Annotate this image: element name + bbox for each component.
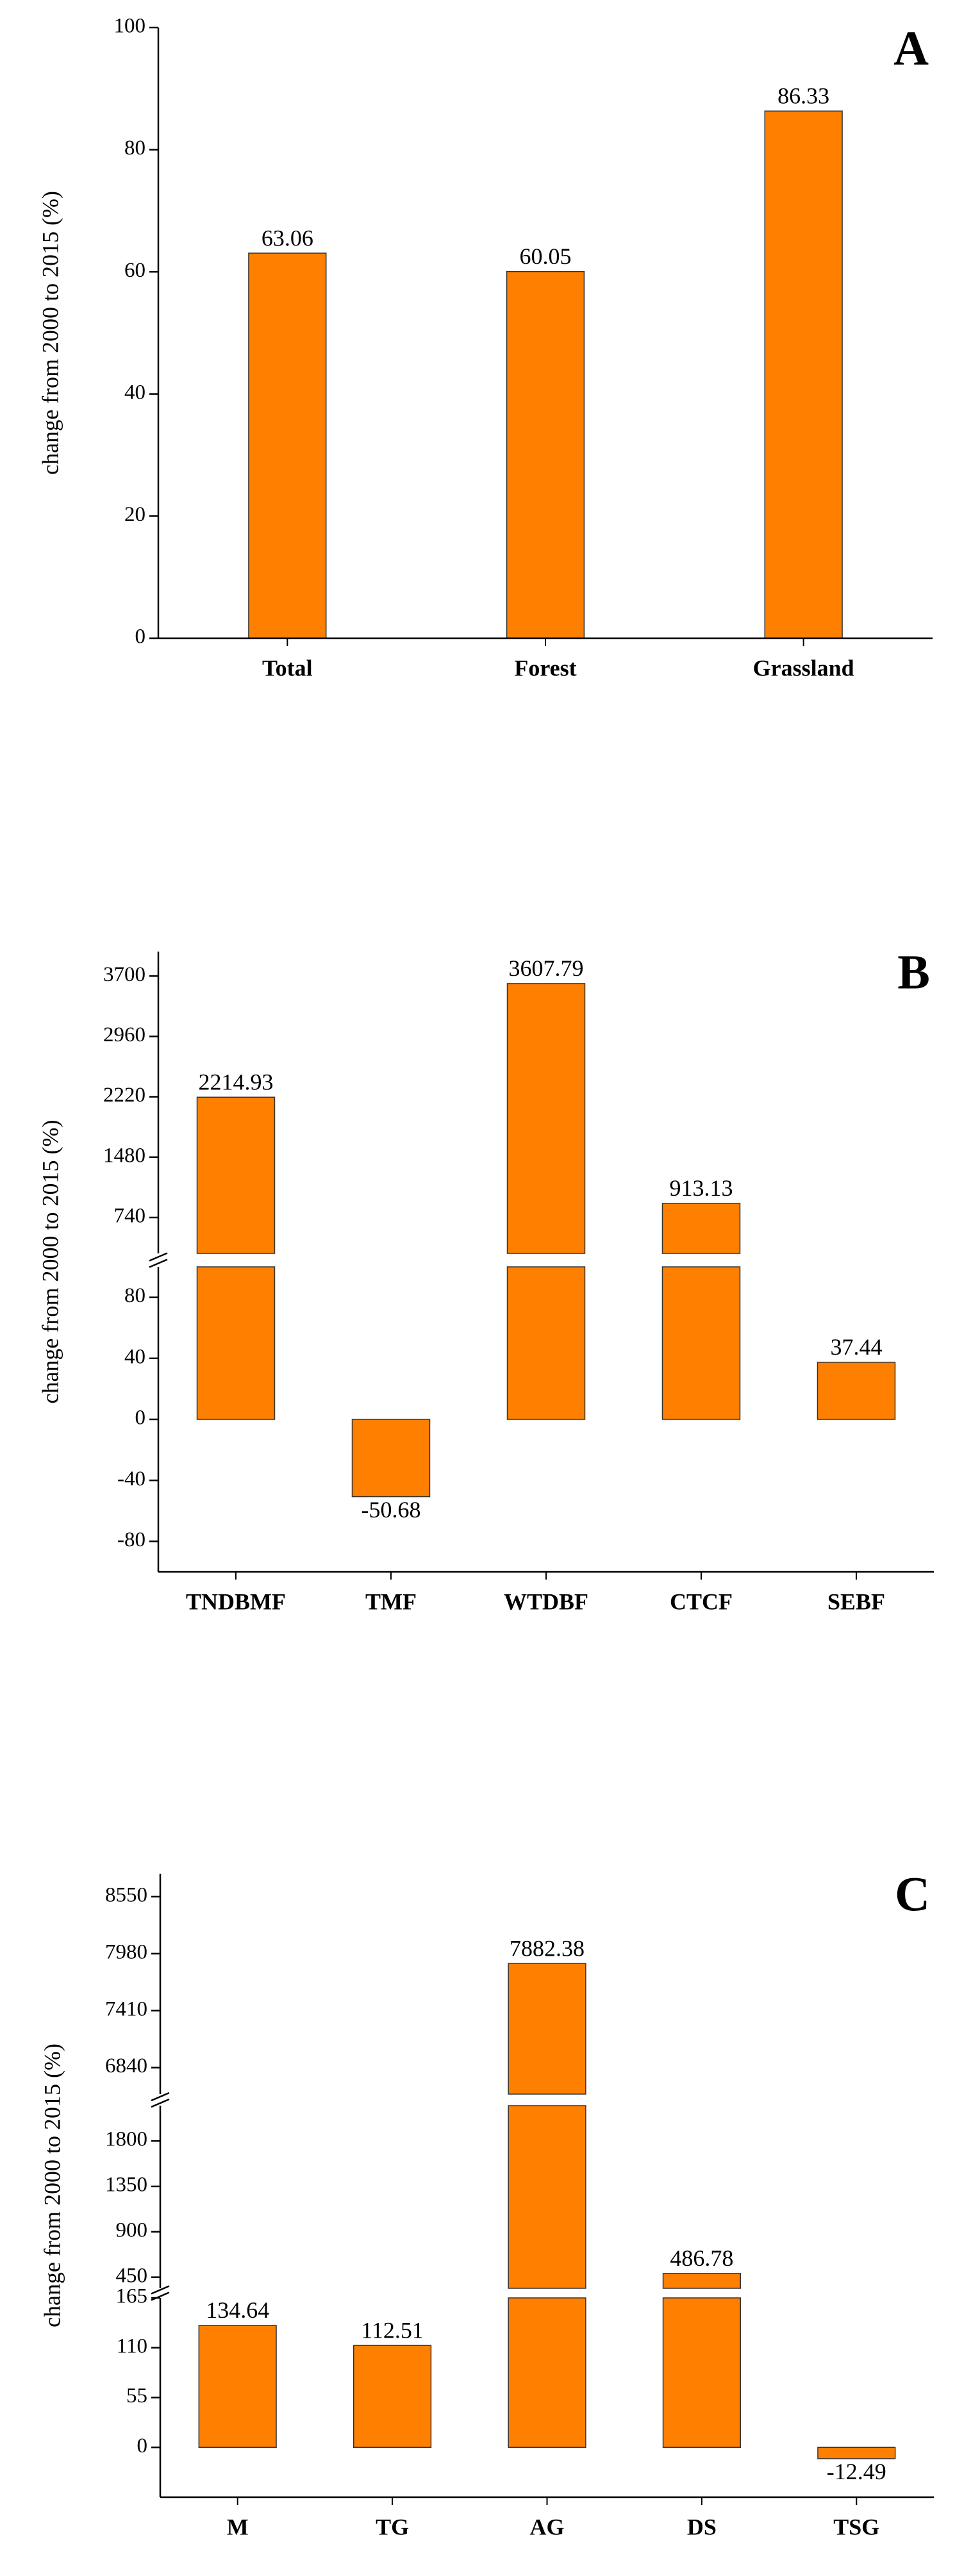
y-tick-label: 2220 — [103, 1084, 145, 1107]
data-label: 7882.38 — [510, 1935, 585, 1961]
x-tick-label: TNDBMF — [186, 1589, 286, 1614]
y-tick-label: 165 — [116, 2285, 148, 2308]
y-axis-label: change from 2000 to 2015 (%) — [39, 2043, 65, 2327]
panel-label: A — [893, 21, 929, 75]
bar — [353, 2345, 432, 2448]
x-tick-label: CTCF — [670, 1589, 733, 1614]
x-tick-label: AG — [530, 2514, 565, 2539]
bar — [817, 1362, 896, 1420]
y-tick-label: 0 — [137, 2434, 148, 2457]
axis-break — [151, 2092, 170, 2102]
bar — [817, 2447, 896, 2459]
bar — [506, 1266, 586, 1420]
data-label: 112.51 — [361, 2317, 424, 2343]
data-label: -50.68 — [361, 1497, 421, 1523]
axis-break — [149, 1252, 168, 1262]
y-tick-label: 7410 — [105, 1997, 147, 2020]
y-tick-label: 0 — [135, 1407, 146, 1430]
y-tick-label: 110 — [117, 2334, 147, 2357]
y-tick-label: -80 — [117, 1528, 145, 1551]
y-tick-label: 40 — [124, 381, 145, 404]
x-tick-label: SEBF — [827, 1589, 885, 1614]
bar — [764, 110, 843, 639]
axis-break — [149, 1259, 168, 1268]
y-tick-label: 450 — [116, 2264, 148, 2287]
bar — [508, 2297, 586, 2448]
y-tick-label: -40 — [117, 1467, 145, 1490]
bar — [661, 1266, 741, 1420]
y-axis-label: change from 2000 to 2015 (%) — [37, 191, 63, 475]
y-tick-label: 55 — [126, 2384, 147, 2407]
y-tick-label: 60 — [124, 259, 145, 282]
bar — [508, 2105, 586, 2289]
bar — [506, 270, 585, 639]
data-label: 134.64 — [206, 2297, 269, 2323]
bar — [196, 1266, 276, 1420]
y-tick-label: 1480 — [103, 1144, 145, 1167]
y-tick-label: 2960 — [103, 1023, 145, 1046]
bar — [662, 2273, 742, 2289]
axis-break — [151, 2285, 170, 2295]
y-tick-label: 1350 — [105, 2174, 147, 2197]
y-tick-label: 0 — [135, 625, 146, 648]
x-tick-label: Total — [262, 655, 313, 681]
axis-break — [151, 2291, 170, 2301]
x-tick-label: M — [227, 2514, 249, 2539]
data-label: -12.49 — [827, 2459, 886, 2484]
data-label: 2214.93 — [199, 1069, 274, 1095]
data-label: 60.05 — [520, 244, 572, 269]
panel-label: B — [897, 945, 930, 999]
bar — [661, 1203, 741, 1254]
x-tick-label: Forest — [514, 655, 576, 681]
bar — [508, 1963, 586, 2095]
x-tick-label: TG — [376, 2514, 409, 2539]
bar — [248, 252, 327, 639]
data-label: 486.78 — [670, 2245, 733, 2271]
bar — [198, 2325, 277, 2448]
y-tick-label: 900 — [116, 2218, 148, 2242]
data-label: 37.44 — [831, 1334, 883, 1360]
y-tick-label: 1800 — [105, 2128, 147, 2151]
data-label: 913.13 — [670, 1175, 733, 1201]
y-tick-label: 740 — [114, 1205, 146, 1228]
data-label: 63.06 — [262, 225, 313, 251]
x-tick-label: TSG — [833, 2514, 879, 2539]
y-tick-label: 100 — [114, 15, 146, 38]
y-tick-label: 20 — [124, 503, 145, 526]
data-label: 86.33 — [777, 83, 829, 109]
axis-break — [151, 2098, 170, 2108]
x-tick-label: Grassland — [753, 655, 854, 681]
bar — [351, 1419, 431, 1498]
y-tick-label: 80 — [124, 1284, 145, 1307]
x-tick-label: DS — [687, 2514, 717, 2539]
y-tick-label: 7980 — [105, 1940, 147, 1963]
panel-label: C — [895, 1867, 930, 1921]
x-tick-label: WTDBF — [504, 1589, 588, 1614]
y-tick-label: 80 — [124, 136, 145, 160]
bar — [196, 1096, 276, 1254]
y-tick-label: 6840 — [105, 2054, 147, 2077]
y-tick-label: 40 — [124, 1345, 145, 1368]
bar — [506, 983, 586, 1254]
y-tick-label: 3700 — [103, 963, 145, 986]
y-tick-label: 8550 — [105, 1883, 147, 1906]
x-tick-label: TMF — [365, 1589, 417, 1614]
y-axis-label: change from 2000 to 2015 (%) — [37, 1120, 63, 1404]
data-label: 3607.79 — [509, 955, 584, 981]
bar — [662, 2297, 742, 2448]
